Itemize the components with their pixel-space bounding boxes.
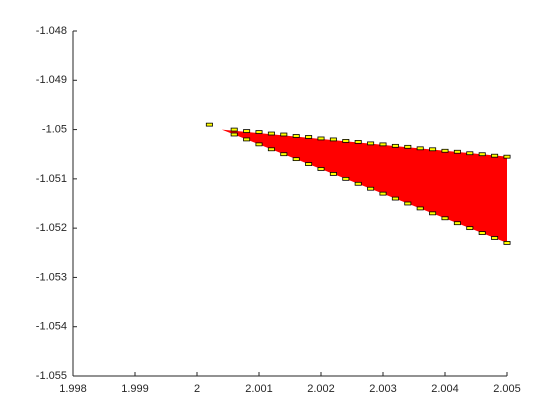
boundary-box — [354, 181, 362, 186]
y-tick-label: -1.049 — [36, 74, 67, 86]
boundary-box — [416, 146, 424, 151]
boundary-box — [317, 167, 325, 171]
boundary-box — [404, 201, 412, 206]
boundary-box — [342, 176, 350, 181]
x-tick-label: 2 — [194, 383, 200, 395]
y-tick-label: -1.053 — [36, 271, 67, 283]
boundary-box — [329, 172, 337, 176]
y-tick-label: -1.051 — [36, 173, 67, 185]
boundary-box — [379, 142, 387, 147]
boundary-box — [379, 191, 387, 196]
boundary-box — [354, 140, 362, 144]
y-tick-label: -1.048 — [36, 25, 67, 37]
y-tick-label: -1.055 — [36, 370, 67, 382]
boundary-box — [230, 132, 238, 137]
boundary-box — [453, 149, 461, 154]
x-tick-label: 2.003 — [369, 383, 397, 395]
boundary-box — [478, 152, 486, 157]
boundary-box — [280, 152, 288, 157]
y-tick-label: -1.05 — [42, 123, 67, 135]
boundary-box — [416, 206, 424, 211]
boundary-box — [255, 142, 263, 147]
boundary-box — [255, 130, 263, 134]
boundary-box — [267, 131, 275, 136]
boundary-box — [391, 143, 399, 148]
boundary-box — [503, 154, 511, 159]
boundary-box — [429, 147, 437, 152]
x-tick-label: 1.999 — [121, 383, 149, 395]
boundary-box — [205, 122, 213, 127]
boundary-box — [292, 134, 300, 138]
boundary-box — [503, 241, 511, 245]
boundary-box — [305, 162, 313, 166]
boundary-box — [478, 231, 486, 235]
boundary-box — [491, 153, 499, 158]
boundary-box — [466, 151, 474, 156]
boundary-box — [466, 226, 474, 231]
x-tick-label: 2.001 — [245, 383, 273, 395]
boundary-box — [441, 148, 449, 153]
boundary-box — [441, 216, 449, 221]
boundary-box — [367, 141, 375, 146]
boundary-box — [317, 136, 325, 141]
boundary-box — [329, 137, 337, 142]
boundary-box — [305, 135, 313, 139]
x-tick-label: 2.004 — [431, 383, 459, 395]
boundary-box — [292, 157, 300, 162]
boundary-box — [230, 127, 238, 132]
boundary-box — [267, 147, 275, 152]
boundary-box — [243, 129, 251, 133]
boundary-box — [243, 137, 251, 142]
boundary-box — [280, 132, 288, 137]
boundary-box — [367, 186, 375, 191]
boundary-box — [429, 211, 437, 216]
x-tick-label: 2.005 — [493, 383, 521, 395]
boundary-box — [491, 236, 499, 240]
boundary-box — [391, 196, 399, 201]
boundary-box — [404, 144, 412, 149]
boundary-box — [453, 221, 461, 226]
boundary-box — [342, 139, 350, 143]
x-tick-label: 2.002 — [307, 383, 335, 395]
y-tick-label: -1.052 — [36, 222, 67, 234]
y-tick-label: -1.054 — [36, 321, 67, 333]
x-tick-label: 1.998 — [59, 383, 87, 395]
